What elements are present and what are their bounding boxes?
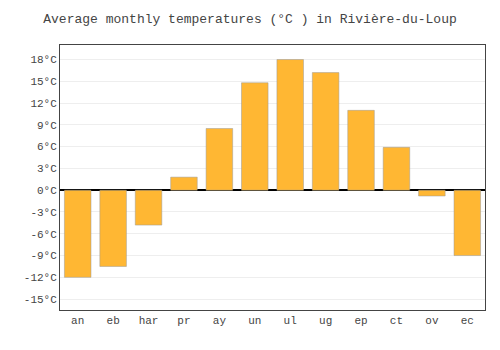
svg-text:9°C: 9°C — [37, 120, 57, 132]
svg-text:an: an — [71, 315, 84, 327]
svg-text:-6°C: -6°C — [30, 229, 57, 241]
svg-text:Average monthly temperatures (: Average monthly temperatures (°C ) in Ri… — [43, 12, 456, 27]
svg-text:ep: ep — [354, 315, 367, 327]
svg-text:0°C: 0°C — [37, 185, 57, 197]
svg-text:ug: ug — [319, 315, 332, 327]
svg-text:ec: ec — [461, 315, 474, 327]
svg-text:un: un — [248, 315, 261, 327]
svg-text:12°C: 12°C — [30, 98, 57, 110]
svg-text:eb: eb — [107, 315, 120, 327]
svg-text:15°C: 15°C — [30, 76, 57, 88]
svg-text:har: har — [139, 315, 159, 327]
svg-text:-3°C: -3°C — [30, 207, 57, 219]
svg-text:3°C: 3°C — [37, 163, 57, 175]
svg-text:ay: ay — [213, 315, 227, 327]
svg-text:-15°C: -15°C — [24, 294, 57, 306]
svg-text:ov: ov — [425, 315, 439, 327]
svg-text:6°C: 6°C — [37, 141, 57, 153]
svg-text:pr: pr — [177, 315, 190, 327]
svg-text:ul: ul — [284, 315, 297, 327]
svg-text:-9°C: -9°C — [30, 250, 57, 262]
svg-text:18°C: 18°C — [30, 54, 57, 66]
svg-text:ct: ct — [390, 315, 403, 327]
svg-text:-12°C: -12°C — [24, 272, 57, 284]
